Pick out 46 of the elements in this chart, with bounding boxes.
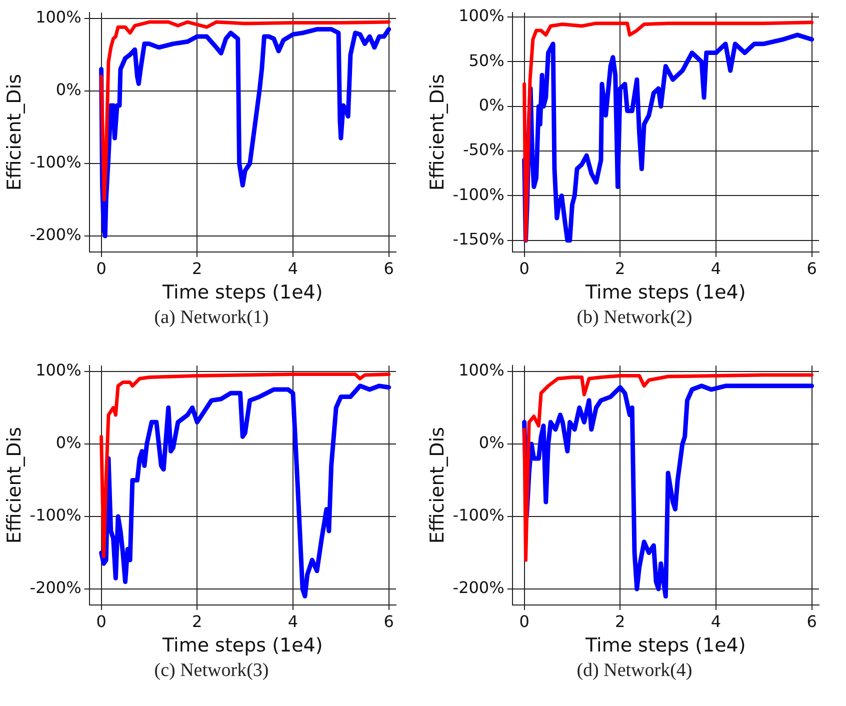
x-tick-label: 0 — [519, 258, 530, 278]
y-axis-title: Efficient_Dis — [426, 427, 448, 544]
y-tick-label: 0% — [478, 96, 504, 115]
text: (b) Network(2) — [576, 307, 694, 329]
y-tick-label: 0% — [56, 433, 82, 452]
y-tick-label: -200% — [452, 578, 504, 598]
y-tick-label: 100% — [458, 6, 504, 26]
y-tick-label: -100% — [30, 152, 82, 172]
x-tick-label: 6 — [806, 612, 817, 631]
y-tick-label: -100% — [452, 506, 504, 525]
x-tick-label: 4 — [288, 258, 298, 278]
x-tick-label: 2 — [192, 258, 202, 278]
x-tick-label: 0 — [96, 258, 106, 278]
y-axis-title: Efficient_Dis — [3, 427, 26, 544]
text: (c) Network(3) — [153, 660, 270, 682]
x-axis-title: Time steps (1e4) — [162, 282, 323, 304]
y-tick-label: 0% — [478, 433, 504, 452]
x-axis-title: Time steps (1e4) — [584, 634, 746, 657]
y-tick-label: 0% — [56, 80, 82, 100]
x-axis-title: Time steps (1e4) — [584, 282, 746, 304]
x-tick-label: 0 — [96, 612, 106, 631]
x-tick-label: 6 — [384, 258, 394, 278]
y-axis-title: Efficient_Dis — [3, 74, 26, 191]
text: (d) Network(4) — [576, 660, 694, 682]
x-tick-label: 4 — [710, 612, 722, 631]
y-tick-label: 100% — [36, 360, 82, 380]
y-tick-label: 100% — [458, 360, 504, 380]
y-tick-label: -200% — [30, 225, 82, 244]
y-tick-label: 50% — [468, 50, 504, 70]
x-tick-label: 6 — [806, 258, 817, 278]
x-tick-label: 6 — [384, 612, 394, 631]
y-tick-label: -100% — [30, 506, 82, 525]
x-tick-label: 2 — [615, 612, 626, 631]
x-tick-label: 0 — [519, 612, 530, 631]
y-tick-label: -100% — [452, 184, 504, 204]
x-tick-label: 4 — [288, 612, 298, 631]
x-tick-label: 4 — [710, 258, 722, 278]
x-tick-label: 2 — [615, 258, 626, 278]
y-tick-label: 100% — [36, 8, 82, 27]
y-tick-label: -150% — [452, 230, 504, 249]
y-tick-label: -200% — [30, 578, 82, 598]
y-axis-title: Efficient_Dis — [426, 74, 448, 191]
x-axis-title: Time steps (1e4) — [162, 634, 323, 657]
y-tick-label: -50% — [462, 140, 504, 160]
text: (a) Network(1) — [153, 307, 270, 329]
x-tick-label: 2 — [192, 612, 202, 631]
